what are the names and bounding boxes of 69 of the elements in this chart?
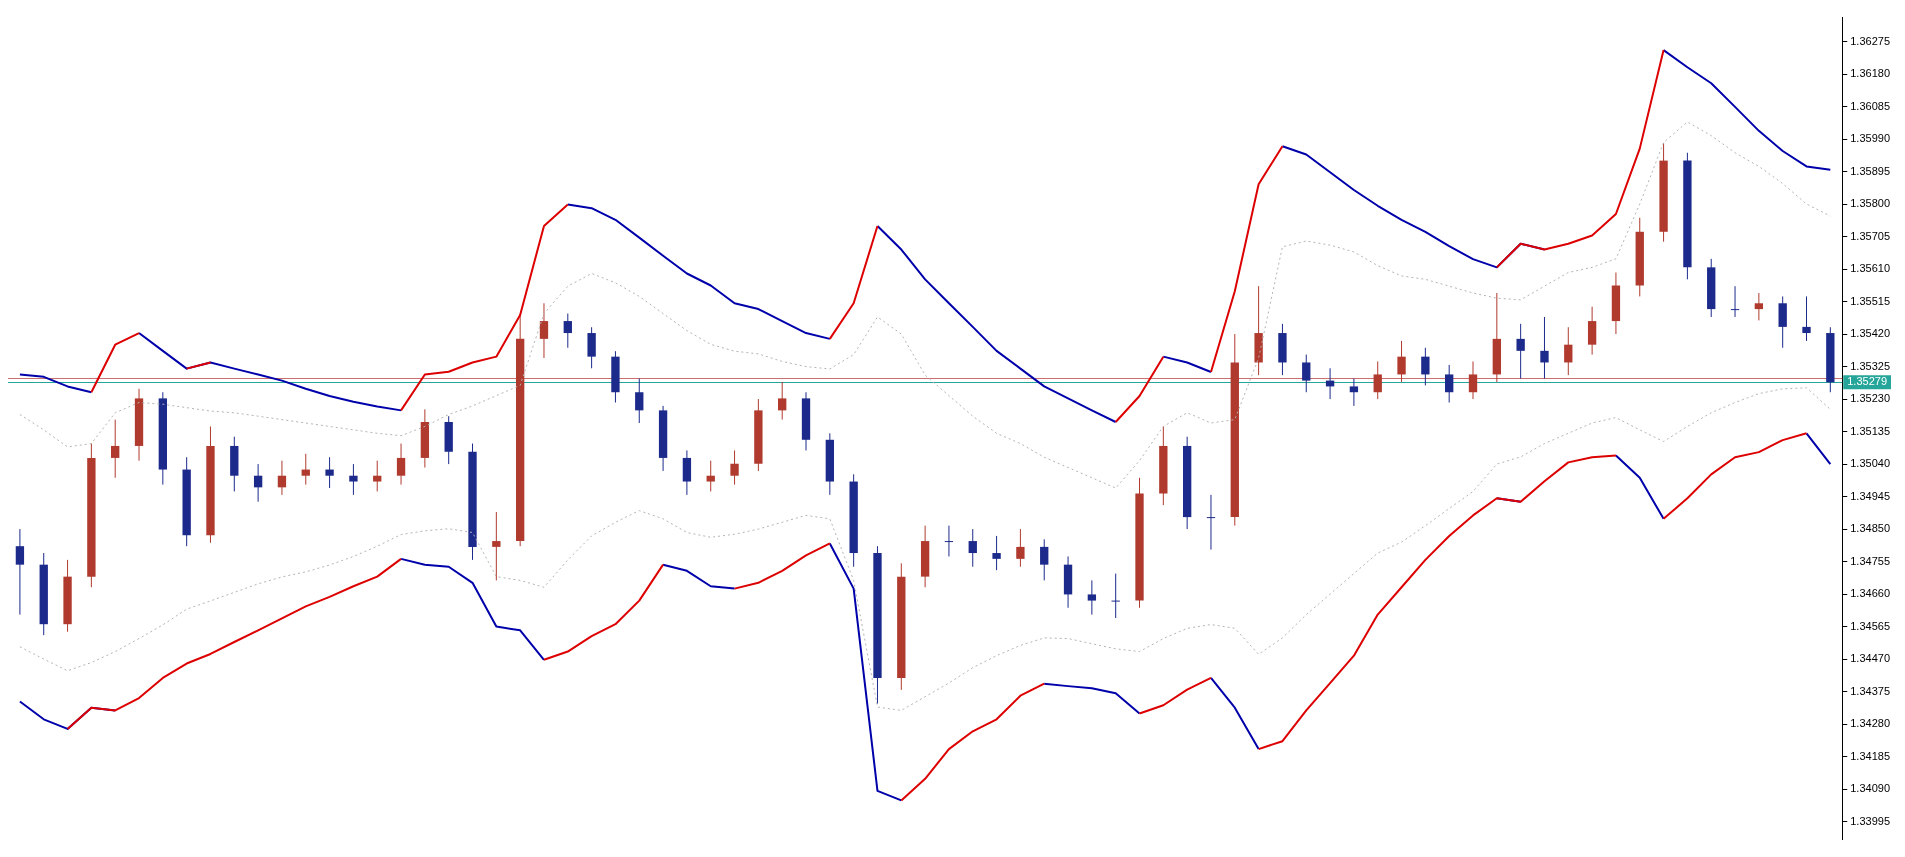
candlestick	[730, 449, 739, 486]
candlestick	[253, 463, 263, 503]
y-tick-label: 1.34470	[1850, 652, 1890, 665]
y-tick-label: 1.35990	[1850, 132, 1890, 145]
line-series	[19, 121, 1831, 489]
candlestick	[968, 528, 977, 568]
candlestick	[1564, 326, 1573, 376]
candlestick	[325, 456, 334, 489]
candlestick	[563, 313, 572, 349]
candlestick	[373, 460, 382, 492]
y-tick-label: 1.34375	[1850, 684, 1890, 697]
y-tick-label: 1.35135	[1850, 424, 1890, 437]
y-tick-label: 1.34565	[1850, 619, 1890, 632]
candlestick	[15, 528, 25, 616]
candlestick	[778, 381, 787, 421]
candlestick	[1421, 347, 1430, 386]
candlestick	[1730, 285, 1740, 318]
y-tick-label: 1.34755	[1850, 554, 1890, 567]
y-tick-label: 1.35705	[1850, 229, 1890, 242]
line-series	[19, 387, 1831, 711]
y-tick-label: 1.35040	[1850, 457, 1890, 470]
ref-line-label: 1.35279	[1847, 375, 1887, 388]
candlestick	[682, 449, 692, 496]
y-tick-label: 1.35800	[1850, 197, 1890, 210]
candlestick	[1111, 573, 1120, 619]
candlestick	[1087, 579, 1097, 616]
candlestick	[587, 326, 596, 369]
candlestick	[1040, 538, 1049, 581]
candlestick	[635, 378, 644, 424]
candlestick	[111, 419, 120, 479]
candlestick	[396, 443, 406, 486]
y-tick-label: 1.36085	[1850, 99, 1890, 112]
candlestick	[1206, 494, 1216, 551]
candlestick	[1778, 295, 1787, 349]
y-tick-label: 1.36180	[1850, 67, 1890, 80]
candlestick	[1540, 316, 1549, 380]
candlestick	[992, 535, 1001, 571]
y-tick-label: 1.35895	[1850, 164, 1890, 177]
candlestick	[349, 463, 358, 496]
candlestick	[1445, 364, 1454, 403]
y-tick-label: 1.34280	[1850, 717, 1890, 730]
candlestick	[277, 460, 287, 496]
y-tick-label: 1.35325	[1850, 359, 1890, 372]
candlestick	[706, 460, 715, 492]
y-tick-label: 1.35230	[1850, 392, 1890, 405]
y-tick-label: 1.33995	[1850, 814, 1890, 827]
candlestick	[1397, 340, 1406, 383]
candlestick	[1016, 528, 1025, 568]
candlestick	[1373, 360, 1382, 400]
candlestick	[1754, 292, 1764, 321]
y-tick-label: 1.34090	[1850, 782, 1890, 795]
y-tick-label: 1.35420	[1850, 327, 1890, 340]
candlestick	[492, 511, 501, 581]
candlestick	[1349, 378, 1359, 407]
y-tick-label: 1.35515	[1850, 294, 1890, 307]
candlestick	[1516, 323, 1525, 380]
y-tick-label: 1.36275	[1850, 34, 1890, 47]
candlestick	[301, 453, 310, 486]
y-tick-label: 1.34660	[1850, 587, 1890, 600]
candlestick	[1468, 360, 1478, 400]
y-tick-label: 1.34185	[1850, 749, 1890, 762]
y-tick-label: 1.35610	[1850, 262, 1890, 275]
y-tick-label: 1.34850	[1850, 522, 1890, 535]
candlestick	[944, 525, 954, 557]
y-tick-label: 1.34945	[1850, 489, 1890, 502]
candlestick	[1302, 354, 1311, 393]
candlestick	[1587, 306, 1597, 356]
candlestick	[539, 302, 549, 359]
candlestick	[1802, 295, 1811, 342]
